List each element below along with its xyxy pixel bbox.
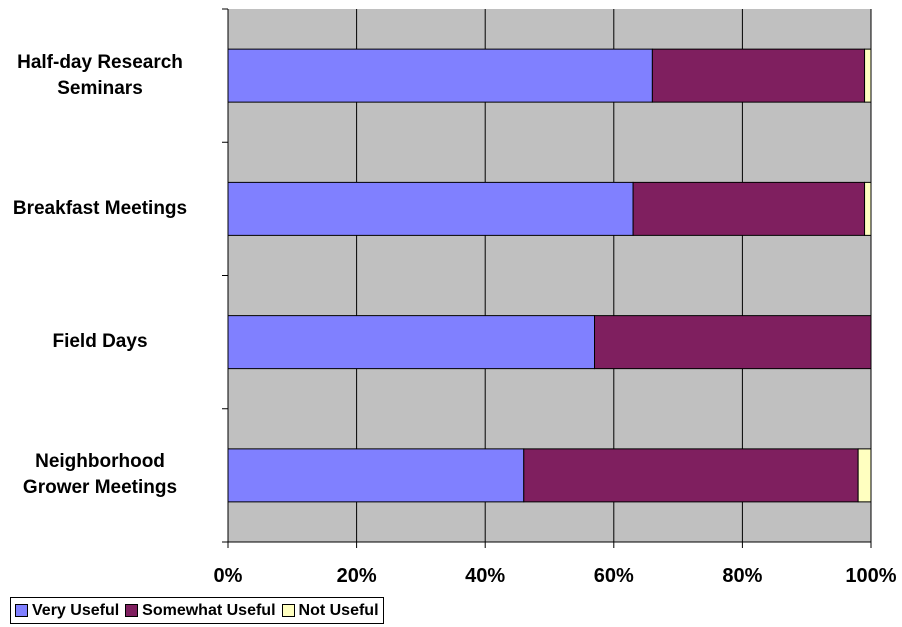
legend-swatch [125,604,139,617]
bar-segment-very-useful [227,181,634,236]
legend-item: Not Useful [281,601,379,620]
bar-segment-somewhat-useful [632,181,866,236]
x-tick-label: 100% [845,565,896,587]
legend-label: Somewhat Useful [142,601,276,619]
legend-item: Somewhat Useful [125,601,276,620]
legend-item: Very Useful [15,602,119,620]
legend-label: Not Useful [298,601,379,619]
x-tick-label: 20% [337,565,377,587]
legend-label: Very Useful [32,601,120,619]
x-tick-label: 0% [214,565,243,587]
category-label-line: Grower Meetings [22,477,178,499]
bar-segment-somewhat-useful [523,448,859,503]
x-tick-label: 80% [722,565,762,587]
legend-swatch [281,604,295,617]
category-label-line: Field Days [52,331,148,353]
category-label-line: Neighborhood [35,451,165,473]
x-tick-label: 40% [465,565,505,587]
category-label-line: Half-day Research [17,51,183,73]
category-label: Neighborhood Grower Meetings [0,449,210,501]
bar-segment-not-useful [857,448,872,503]
category-label: Field Days [0,329,210,355]
category-label-line: Seminars [57,77,143,99]
bar-segment-not-useful [864,181,872,236]
category-label: Half-day Research Seminars [0,50,210,102]
bar-segment-somewhat-useful [651,48,866,103]
bar-segment-very-useful [227,315,596,370]
legend: Very Useful Somewhat Useful Not Useful [10,597,384,624]
bar-segment-somewhat-useful [594,315,872,370]
bar-segment-very-useful [227,48,653,103]
category-label: Breakfast Meetings [0,196,210,222]
bar-segment-very-useful [227,448,525,503]
category-label-line: Breakfast Meetings [12,197,188,219]
legend-swatch [15,604,28,617]
bar-segment-not-useful [864,48,872,103]
x-tick-label: 60% [594,565,634,587]
